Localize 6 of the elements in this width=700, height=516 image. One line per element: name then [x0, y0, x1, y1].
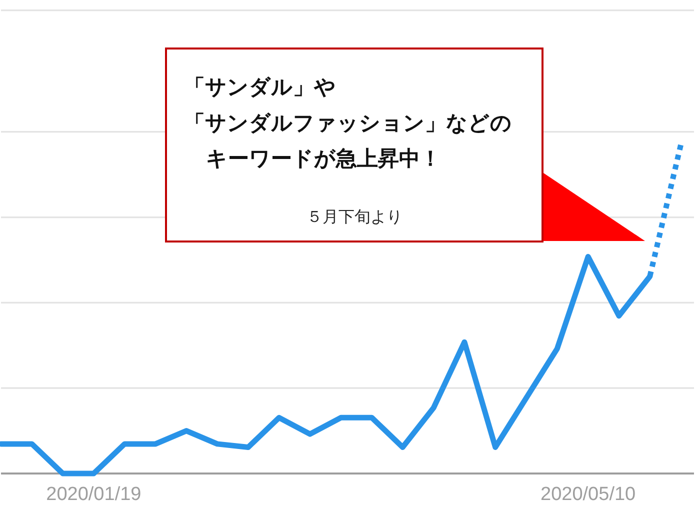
annotation: ５月下旬より: [306, 207, 402, 226]
x-tick-label: 2020/05/10: [540, 484, 636, 505]
text: 「サンダル」や: [184, 75, 336, 99]
x-tick-label: 2020/01/19: [46, 484, 142, 505]
text: 「サンダルファッション」などの: [184, 110, 512, 135]
annotation: キーワードが急上昇中！: [206, 146, 441, 171]
